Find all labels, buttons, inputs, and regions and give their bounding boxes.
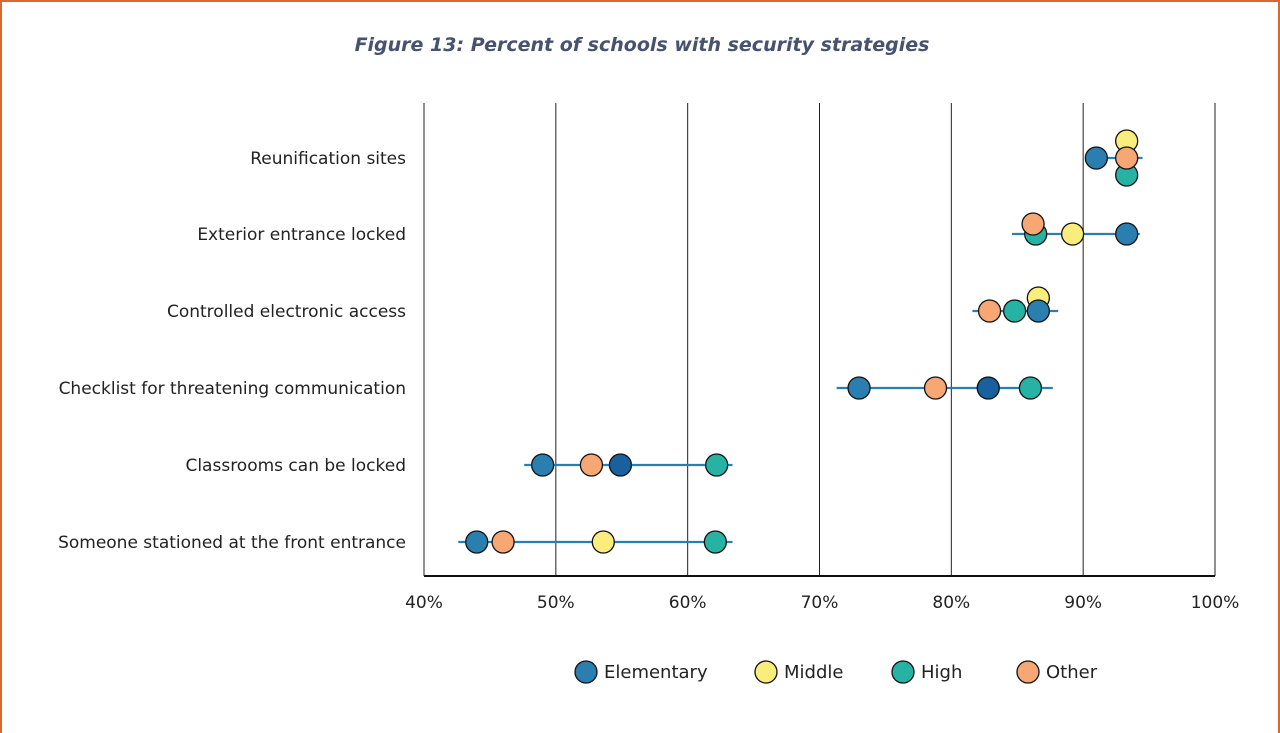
data-point-elementary bbox=[1084, 146, 1108, 170]
x-tick-label: 60% bbox=[669, 593, 707, 613]
chart-title: Figure 13: Percent of schools with secur… bbox=[354, 34, 930, 56]
category-label: Checklist for threatening communication bbox=[59, 379, 406, 399]
category-label: Someone stationed at the front entrance bbox=[58, 533, 406, 553]
category-label: Exterior entrance locked bbox=[197, 225, 406, 245]
legend-label: Other bbox=[1046, 662, 1098, 683]
data-point-high bbox=[1018, 376, 1043, 400]
data-point-unlabeled bbox=[976, 376, 1000, 400]
data-point-elementary bbox=[847, 376, 871, 400]
x-tick-label: 70% bbox=[801, 593, 839, 613]
data-point-other bbox=[923, 376, 948, 400]
data-point-middle bbox=[591, 530, 615, 554]
x-tick-label: 80% bbox=[932, 593, 970, 613]
data-point-elementary bbox=[1026, 299, 1050, 323]
x-tick-label: 40% bbox=[405, 593, 443, 613]
gridlines bbox=[423, 103, 1216, 576]
legend-item: Elementary bbox=[574, 660, 708, 684]
data-point-other bbox=[579, 453, 604, 477]
data-point-high bbox=[705, 453, 729, 477]
legend-item: High bbox=[891, 660, 962, 684]
legend-marker bbox=[1016, 660, 1040, 684]
x-axis: 40% 50% 60% 70% 80% 90% 100% bbox=[405, 575, 1240, 613]
data-points bbox=[465, 129, 1139, 554]
data-point-elementary bbox=[1115, 222, 1139, 246]
data-point-elementary bbox=[465, 530, 489, 554]
legend-marker bbox=[574, 660, 598, 684]
x-tick-label: 90% bbox=[1064, 593, 1102, 613]
legend-label: Middle bbox=[784, 662, 843, 683]
legend: Elementary Middle High Other bbox=[574, 660, 1098, 684]
legend-item: Middle bbox=[754, 660, 843, 684]
category-labels: Reunification sites Exterior entrance loc… bbox=[58, 149, 406, 553]
data-point-other bbox=[977, 299, 1002, 323]
data-point-high bbox=[703, 530, 728, 554]
x-tick-label: 50% bbox=[537, 593, 575, 613]
category-label: Controlled electronic access bbox=[167, 302, 406, 322]
data-point-high bbox=[1002, 299, 1027, 323]
data-point-other bbox=[1021, 212, 1045, 236]
legend-item: Other bbox=[1016, 660, 1098, 684]
legend-marker bbox=[891, 660, 915, 684]
data-point-middle bbox=[1060, 222, 1085, 246]
category-label: Reunification sites bbox=[250, 149, 406, 169]
category-label: Classrooms can be locked bbox=[185, 456, 406, 476]
data-point-unlabeled bbox=[608, 453, 633, 477]
data-point-elementary bbox=[531, 453, 555, 477]
legend-marker bbox=[754, 660, 778, 684]
legend-label: Elementary bbox=[604, 662, 708, 683]
legend-label: High bbox=[921, 662, 962, 683]
data-point-other bbox=[491, 530, 515, 554]
data-point-other bbox=[1115, 146, 1139, 170]
x-tick-label: 100% bbox=[1191, 593, 1240, 613]
